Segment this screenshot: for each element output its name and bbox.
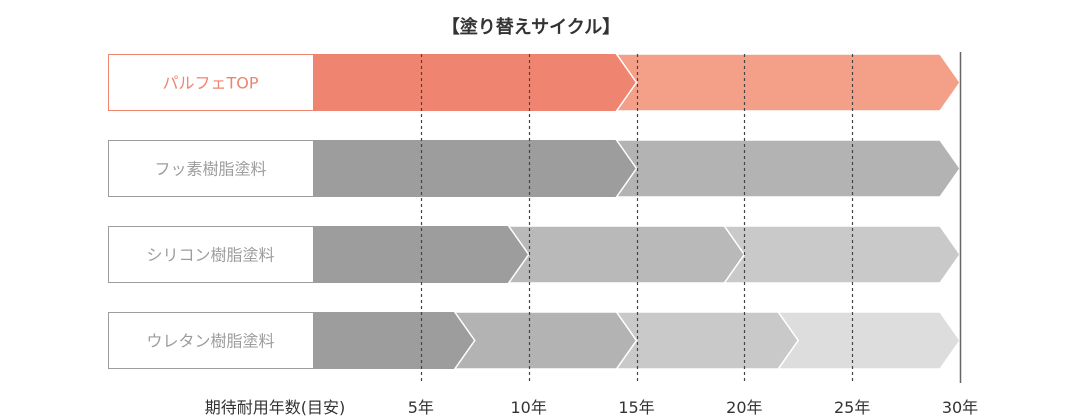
tick-label: 10年 xyxy=(510,398,546,417)
bar-segment xyxy=(507,225,746,284)
bar-segment xyxy=(722,225,961,284)
x-axis-caption: 期待耐用年数(目安) xyxy=(205,398,346,417)
row-3: シリコン樹脂塗料 xyxy=(108,225,961,284)
series-label: パルフェTOP xyxy=(162,74,258,93)
bar-segment xyxy=(615,53,961,112)
bar-segment xyxy=(313,54,637,111)
series-label: ウレタン樹脂塗料 xyxy=(146,332,274,351)
tick-label: 5年 xyxy=(408,398,434,417)
bar-segment xyxy=(313,312,475,369)
bar-segment xyxy=(313,140,637,197)
tick-label: 20年 xyxy=(726,398,762,417)
bar-segment xyxy=(453,311,638,370)
tick-label: 30年 xyxy=(942,398,978,417)
series-label: シリコン樹脂塗料 xyxy=(146,246,274,265)
bar-segment xyxy=(313,226,529,283)
row-2: フッ素樹脂塗料 xyxy=(108,139,961,198)
gridlines-group xyxy=(420,52,962,383)
x-axis: 期待耐用年数(目安) 5年 10年 15年 20年 25年 30年 xyxy=(205,398,978,417)
bar-segment xyxy=(615,139,961,198)
bar-segment xyxy=(615,311,800,370)
row-4: ウレタン樹脂塗料 xyxy=(108,311,961,370)
bar-segment xyxy=(776,311,961,370)
series-label: フッ素樹脂塗料 xyxy=(154,160,266,179)
chart-title: 【塗り替えサイクル】 xyxy=(442,16,621,38)
row-1: パルフェTOP xyxy=(108,53,961,112)
tick-label: 25年 xyxy=(834,398,870,417)
tick-label: 15年 xyxy=(618,398,654,417)
